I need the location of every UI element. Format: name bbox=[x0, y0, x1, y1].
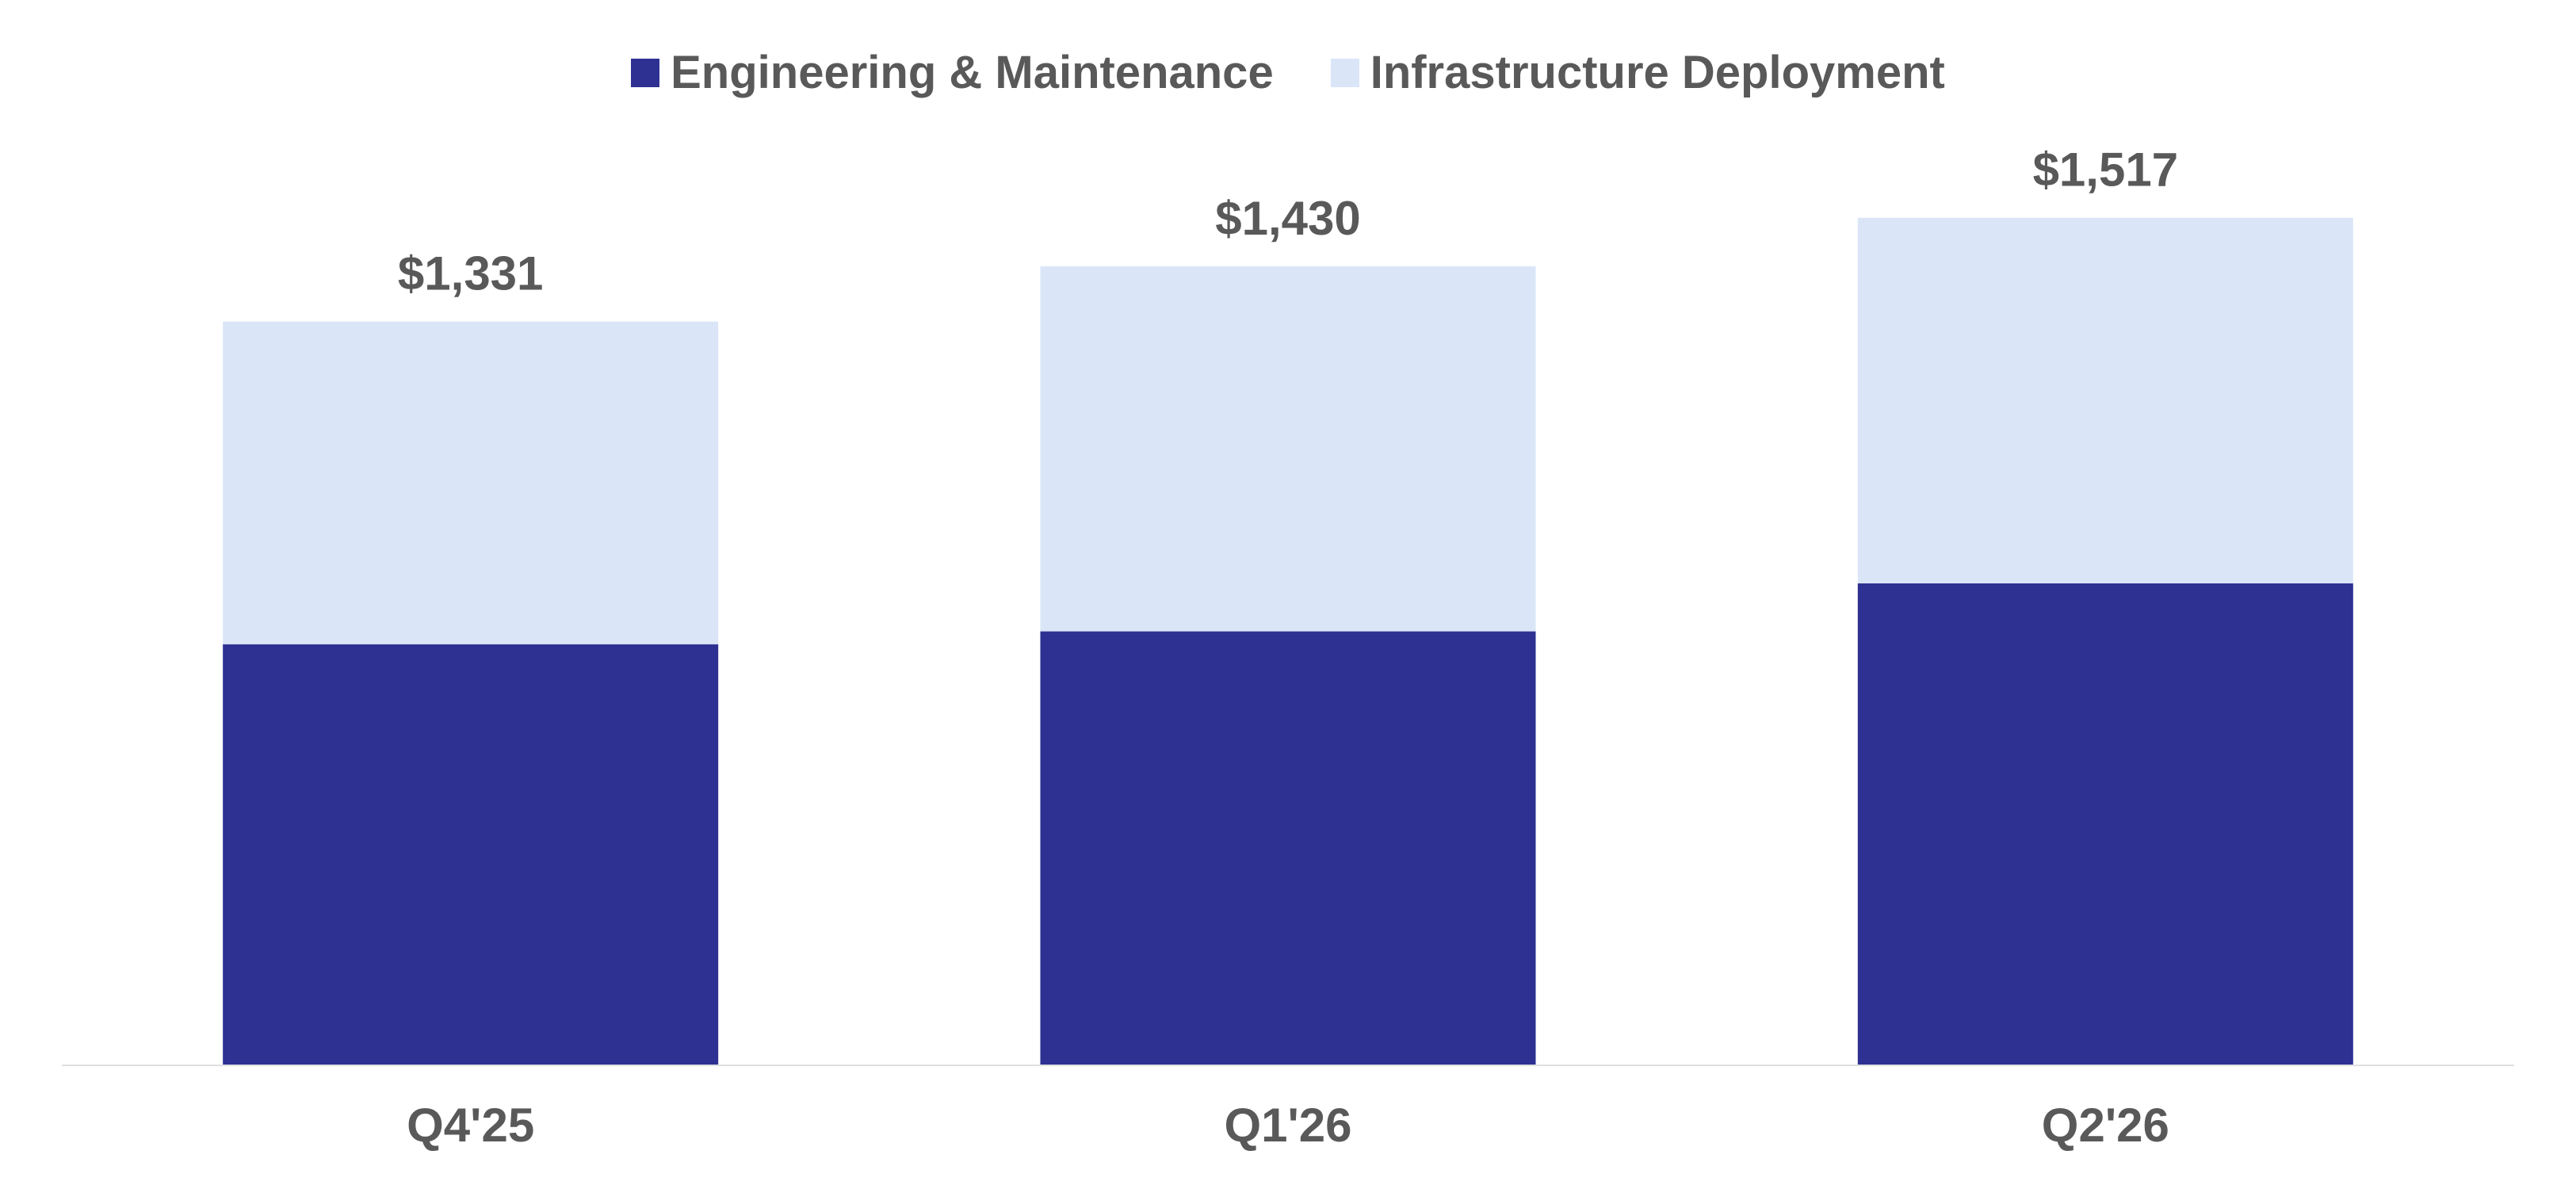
total-label-0: $1,331 bbox=[398, 247, 544, 300]
bar-segment-infrastructure-1 bbox=[1040, 266, 1536, 632]
bar-segment-infrastructure-0 bbox=[223, 321, 719, 644]
bar-segment-infrastructure-2 bbox=[1857, 217, 2353, 583]
legend-label-infrastructure: Infrastructure Deployment bbox=[1370, 47, 1945, 98]
legend-swatch-infrastructure bbox=[1330, 58, 1359, 87]
x-tick-label-0: Q4'25 bbox=[407, 1099, 534, 1152]
bars-layer bbox=[223, 217, 2353, 1065]
total-label-2: $1,517 bbox=[2033, 143, 2179, 197]
legend-item-infrastructure: Infrastructure Deployment bbox=[1330, 46, 1945, 99]
bar-segment-engineering-0 bbox=[223, 644, 719, 1065]
legend: Engineering & Maintenance Infrastructure… bbox=[0, 46, 2576, 99]
legend-label-engineering: Engineering & Maintenance bbox=[671, 47, 1274, 98]
legend-swatch-engineering bbox=[631, 58, 660, 87]
bar-segment-engineering-1 bbox=[1040, 631, 1536, 1065]
labels-layer: $1,331 Q4'25 $1,430 Q1'26 $1,517 Q2'26 bbox=[398, 143, 2178, 1152]
x-tick-label-2: Q2'26 bbox=[2042, 1099, 2169, 1152]
bar-segment-engineering-2 bbox=[1857, 583, 2353, 1065]
legend-item-engineering: Engineering & Maintenance bbox=[631, 46, 1274, 99]
x-tick-label-1: Q1'26 bbox=[1224, 1099, 1351, 1152]
total-label-1: $1,430 bbox=[1215, 192, 1361, 245]
